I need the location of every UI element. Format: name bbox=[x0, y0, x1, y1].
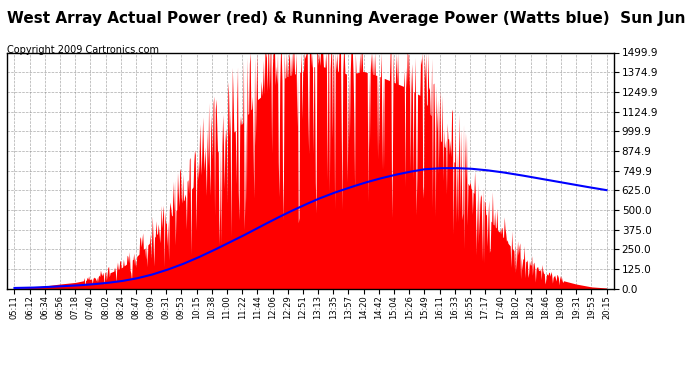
Text: Copyright 2009 Cartronics.com: Copyright 2009 Cartronics.com bbox=[7, 45, 159, 55]
Text: West Array Actual Power (red) & Running Average Power (Watts blue)  Sun Jun 7 20: West Array Actual Power (red) & Running … bbox=[7, 11, 690, 26]
